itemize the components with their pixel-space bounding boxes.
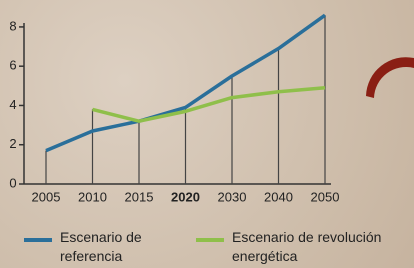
chart: 0 2 4 6 8 2005 2010 2015 2020 2030 2040 2050 Escena… (0, 0, 414, 268)
x-tick-label: 2005 (32, 189, 61, 204)
x-tick-label: 2030 (218, 189, 247, 204)
x-tick-label: 2010 (78, 189, 107, 204)
legend-label: Escenario de revolución energética (232, 228, 414, 266)
legend-label: Escenario de referencia (60, 228, 180, 266)
x-tick-label: 2015 (125, 189, 154, 204)
x-tick-label: 2020 (171, 189, 200, 204)
x-tick-label: 2040 (264, 189, 293, 204)
y-tick-label: 4 (9, 97, 16, 112)
x-tick-label: 2050 (311, 189, 340, 204)
y-tick-label: 6 (9, 58, 16, 73)
y-tick-label: 0 (9, 175, 16, 190)
decoration (366, 57, 414, 98)
y-tick-label: 8 (9, 18, 16, 33)
y-tick-label: 2 (9, 136, 16, 151)
